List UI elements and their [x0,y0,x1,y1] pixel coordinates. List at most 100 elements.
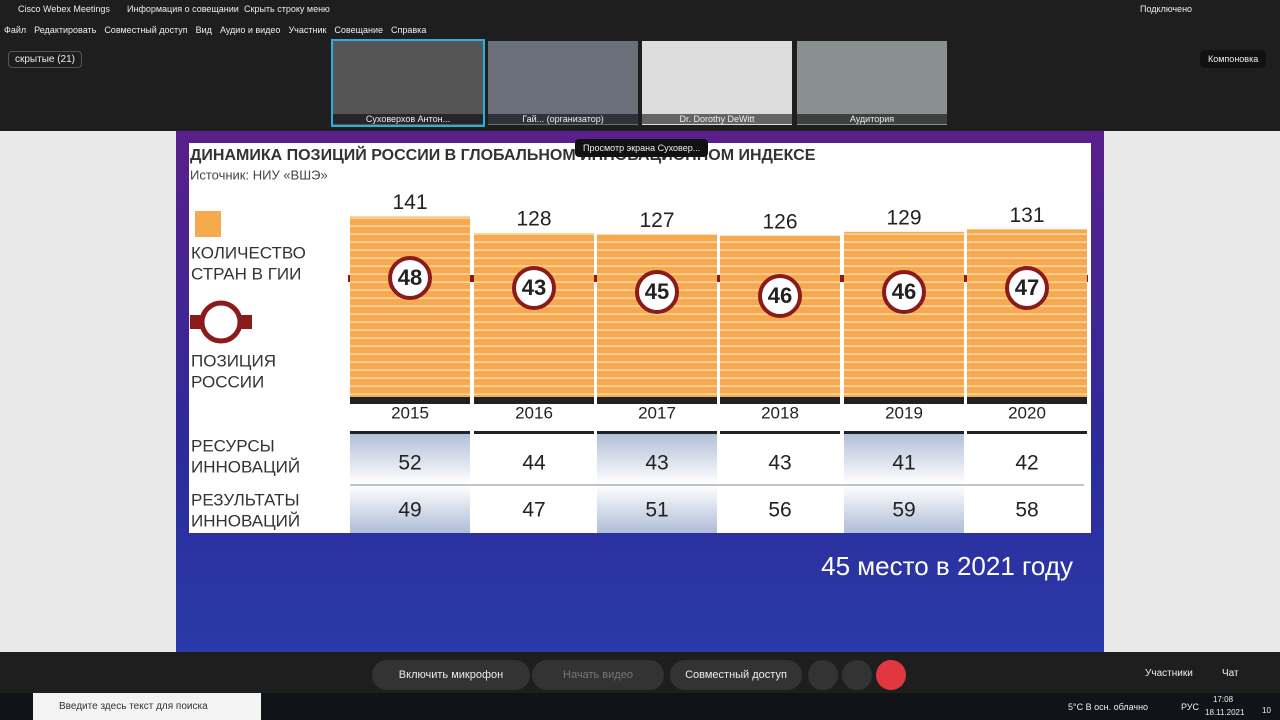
results-value: 59 [892,499,915,522]
weather: 5°C В осн. облачно [1068,702,1149,712]
row-label: ПОЗИЦИЯ [191,351,276,370]
bar-base [474,397,594,404]
bar-label: 141 [392,191,427,214]
video-name: Суховерхов Антон... [333,114,483,124]
row-rule [720,431,840,434]
bar [597,234,717,397]
leave-button[interactable] [876,660,906,690]
more-button[interactable] [842,660,872,690]
legend-swatch [195,211,221,237]
video-tile[interactable]: Суховерхов Антон... [331,39,485,127]
row-label: ИННОВАЦИЙ [191,511,300,530]
resources-value: 43 [645,452,668,475]
row-rule [844,431,964,434]
reactions-button[interactable] [808,660,838,690]
menu-bar: Файл Редактировать Совместный доступ Вид Ауд… [4,25,426,35]
menu-item[interactable]: Совместный доступ [104,25,188,35]
menu-item[interactable]: Файл [4,25,27,35]
year-label: 2015 [391,403,429,422]
language: РУС [1181,702,1200,712]
row-rule [474,431,594,434]
position-label: 43 [522,275,546,300]
position-line [348,275,1088,282]
video-tile[interactable]: Гай... (организатор) [488,41,638,125]
position-marker [882,270,926,314]
results-value: 49 [398,499,421,522]
menu-item[interactable]: Редактировать [34,25,97,35]
video-tile[interactable]: Аудитория [797,41,947,125]
year-label: 2018 [761,403,799,422]
resources-value: 44 [522,452,546,475]
position-marker [635,270,679,314]
hide-menu[interactable]: Скрыть строку меню [244,4,330,14]
year-label: 2019 [885,403,923,422]
bar [350,216,470,397]
results-value: 58 [1015,499,1038,522]
year-label: 2020 [1008,403,1046,422]
menu-item[interactable]: Совещание [334,25,384,35]
clock-date: 18.11.2021 [1205,708,1245,717]
chat-button[interactable]: Чат [1222,668,1239,679]
video-name: Гай... (организатор) [488,114,638,124]
resources-value: 41 [892,452,915,475]
resources-value: 52 [398,452,421,475]
slide: ДИНАМИКА ПОЗИЦИЙ РОССИИ В ГЛОБАЛЬНОМ ИНН… [176,131,1104,652]
slide-caption: 45 место в 2021 году [821,551,1073,581]
year-label: 2016 [515,403,553,422]
row-label: РЕЗУЛЬТАТЫ [191,490,300,509]
hidden-participants[interactable]: скрытые (21) [8,51,83,68]
cell-bg [597,485,717,533]
bar-label: 129 [886,206,921,229]
row-label: КОЛИЧЕСТВО [191,243,306,262]
menu-item[interactable]: Участник [288,25,327,35]
position-label: 45 [645,279,669,304]
meeting-info[interactable]: Информация о совещании [127,4,239,14]
mic-button[interactable]: Включить микрофон [372,660,530,690]
video-name: Аудитория [797,114,947,124]
bar-base [720,397,840,404]
cell-bg [350,432,470,484]
row-label: РЕСУРСЫ [191,436,275,455]
bar-base [350,397,470,404]
share-button[interactable]: Совместный доступ [670,660,802,690]
row-label: ИННОВАЦИЙ [191,457,300,476]
menu-item[interactable]: Аудио и видео [219,25,281,35]
slide-source: Источник: НИУ «ВШЭ» [190,167,328,182]
year-label: 2017 [638,403,676,422]
share-tooltip: Просмотр экрана Суховер... [575,139,709,157]
position-label: 48 [398,265,422,290]
row-rule [597,431,717,434]
results-value: 56 [768,499,791,522]
notifications: 10 [1262,706,1271,715]
bar-label: 126 [762,210,797,233]
menu-item[interactable]: Вид [195,25,212,35]
row-rule [967,431,1087,434]
layout-button[interactable]: Компоновка [1200,50,1267,68]
bar-label: 127 [639,209,674,232]
results-value: 47 [522,499,545,522]
bar [474,233,594,397]
resources-value: 42 [1015,452,1038,475]
legend-circle [199,300,243,344]
search-box[interactable]: Введите здесь текст для поиска [33,693,261,720]
results-value: 51 [645,499,668,522]
participants-button[interactable]: Участники [1145,668,1193,679]
clock-time: 17:08 [1213,695,1234,704]
bar-base [967,397,1087,404]
cell-bg [597,432,717,484]
position-marker [388,256,432,300]
bar-label: 128 [516,208,551,231]
position-label: 46 [892,279,916,304]
menu-item[interactable]: Справка [391,25,427,35]
video-button[interactable]: Начать видео [532,660,664,690]
resources-value: 43 [768,452,791,475]
row-label: РОССИИ [191,372,264,391]
position-marker [512,266,556,310]
row-rule [350,431,470,434]
bar [844,231,964,397]
row-label: СТРАН В ГИИ [191,264,301,283]
app-title: Cisco Webex Meetings [18,4,110,14]
video-tile[interactable]: Dr. Dorothy DeWitt [642,41,792,125]
cell-bg [844,485,964,533]
